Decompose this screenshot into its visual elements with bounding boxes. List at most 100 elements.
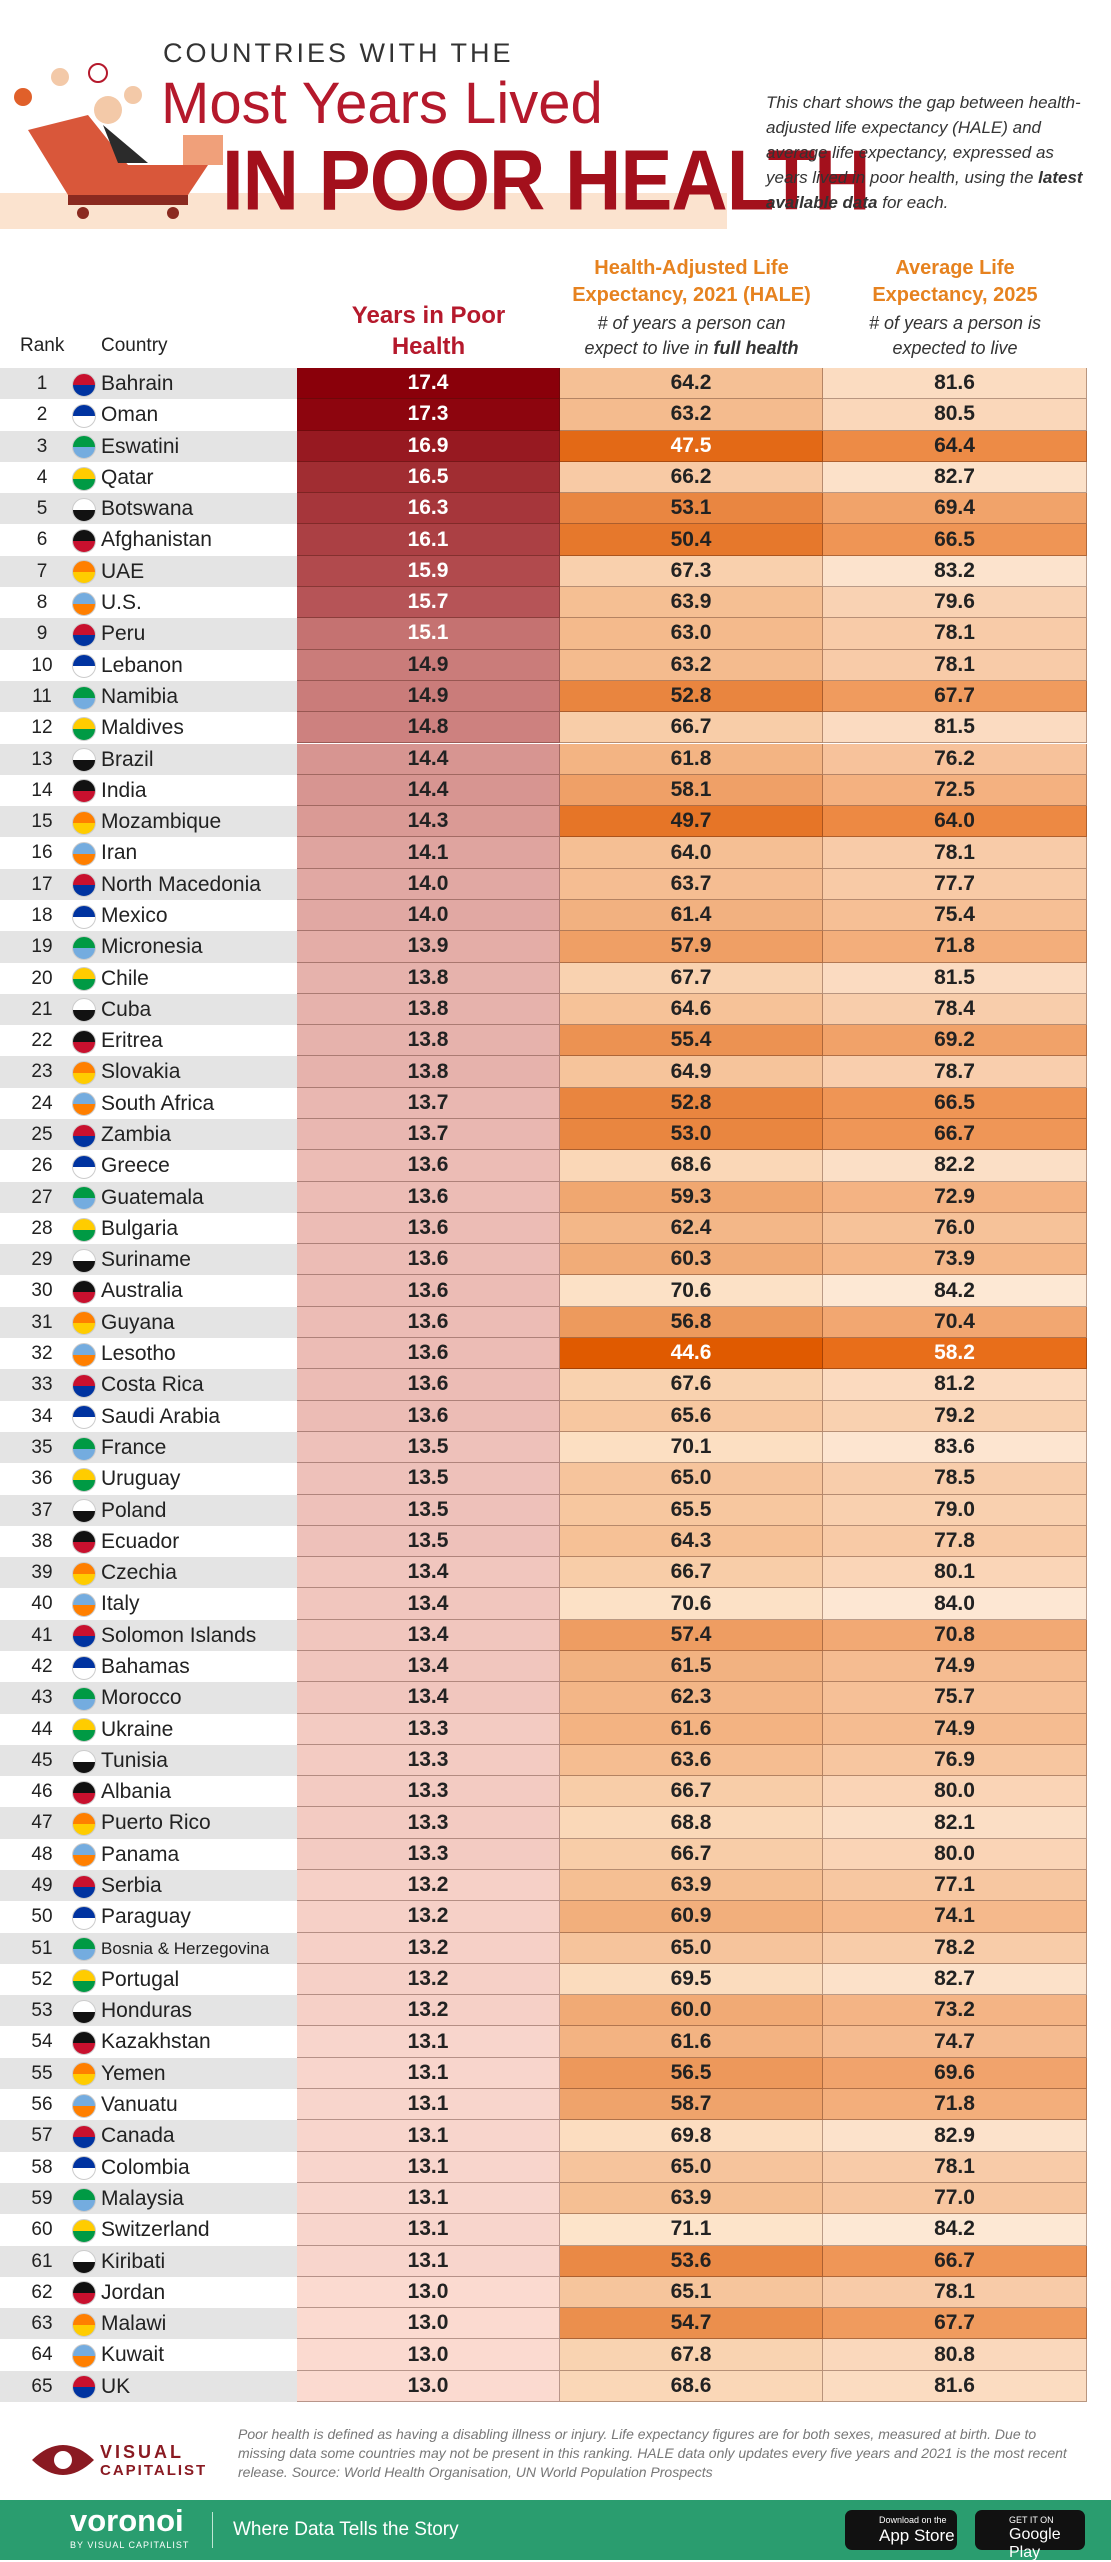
flag bbox=[72, 2125, 96, 2149]
value-cell: 16.1 bbox=[297, 524, 560, 556]
logo-text: CAPITALIST bbox=[100, 2462, 208, 2479]
row-background bbox=[0, 1744, 297, 1777]
value-cell: 80.5 bbox=[823, 399, 1087, 431]
row-background bbox=[0, 1212, 297, 1245]
flag bbox=[72, 622, 96, 647]
value-cell: 13.4 bbox=[297, 1650, 560, 1683]
value-cell: 13.7 bbox=[297, 1119, 560, 1151]
country: Czechia bbox=[101, 1561, 177, 1585]
value-cell: 13.2 bbox=[297, 1932, 560, 1964]
rank: 55 bbox=[31, 2062, 53, 2084]
rank: 19 bbox=[31, 936, 53, 958]
rank: 1 bbox=[36, 373, 48, 394]
country: Afghanistan bbox=[101, 528, 212, 552]
flag bbox=[72, 685, 96, 710]
value-cell: 13.5 bbox=[297, 1494, 560, 1526]
row-background bbox=[0, 712, 297, 744]
flag bbox=[72, 716, 96, 741]
country: Chile bbox=[101, 966, 149, 990]
flag bbox=[72, 904, 96, 929]
row-background bbox=[0, 1682, 297, 1714]
value-cell: 58.7 bbox=[560, 2089, 823, 2121]
value-cell: 49.7 bbox=[560, 806, 823, 838]
country: Guatemala bbox=[101, 1185, 204, 1209]
row-background bbox=[0, 1776, 297, 1808]
flag bbox=[72, 1280, 96, 1305]
col-country: Country bbox=[101, 335, 168, 356]
col-poor: Years in Poor Health bbox=[351, 302, 506, 360]
row-background bbox=[0, 1588, 297, 1620]
value-cell: 79.0 bbox=[823, 1494, 1087, 1526]
rank: 8 bbox=[36, 592, 48, 614]
country: Kazakhstan bbox=[101, 2030, 211, 2054]
value-cell: 13.2 bbox=[297, 1901, 560, 1933]
value-cell: 13.4 bbox=[297, 1588, 560, 1620]
value-cell: 70.6 bbox=[560, 1275, 823, 1307]
rank: 15 bbox=[31, 811, 53, 833]
value-cell: 66.5 bbox=[823, 1087, 1087, 1119]
value-cell: 53.1 bbox=[560, 493, 823, 525]
rank: 63 bbox=[31, 2313, 53, 2335]
row-background bbox=[0, 2151, 297, 2183]
rank: 24 bbox=[31, 1092, 53, 1114]
country: Switzerland bbox=[101, 2218, 210, 2242]
value-cell: 13.6 bbox=[297, 1212, 560, 1245]
row-background bbox=[0, 899, 297, 932]
country: Canada bbox=[101, 2124, 175, 2148]
value-cell: 13.5 bbox=[297, 1525, 560, 1558]
value-cell: 64.3 bbox=[560, 1525, 823, 1558]
country: Bahrain bbox=[101, 372, 174, 395]
value-cell: 77.1 bbox=[823, 1870, 1087, 1902]
value-cell: 77.7 bbox=[823, 868, 1087, 900]
value-cell: 13.5 bbox=[297, 1463, 560, 1495]
flag bbox=[72, 1843, 96, 1868]
value-cell: 82.7 bbox=[823, 1963, 1087, 1996]
country: Yemen bbox=[101, 2061, 166, 2085]
flag bbox=[72, 2344, 96, 2369]
row-background bbox=[0, 868, 297, 900]
row-background bbox=[0, 1306, 297, 1339]
value-cell: 67.7 bbox=[823, 2308, 1087, 2340]
rank: 33 bbox=[31, 1374, 53, 1396]
country: Lebanon bbox=[101, 653, 183, 677]
value-cell: 13.4 bbox=[297, 1619, 560, 1651]
value-cell: 16.5 bbox=[297, 461, 560, 494]
app-store-badge[interactable]: Download on the App Store bbox=[845, 2510, 957, 2550]
brand: voronoi bbox=[70, 2503, 184, 2538]
flag bbox=[72, 967, 96, 992]
row-background bbox=[0, 680, 297, 713]
value-cell: 84.0 bbox=[823, 1588, 1087, 1620]
flag bbox=[72, 1968, 96, 1993]
value-cell: 62.3 bbox=[560, 1682, 823, 1714]
value-cell: 13.1 bbox=[297, 2214, 560, 2246]
value-cell: 13.6 bbox=[297, 1244, 560, 1276]
rank: 40 bbox=[31, 1593, 53, 1615]
rank: 50 bbox=[31, 1906, 53, 1928]
country: Serbia bbox=[101, 1874, 162, 1898]
country: Australia bbox=[101, 1279, 183, 1303]
value-cell: 55.4 bbox=[560, 1025, 823, 1057]
flag bbox=[72, 591, 96, 616]
value-cell: 14.0 bbox=[297, 899, 560, 932]
value-cell: 78.4 bbox=[823, 993, 1087, 1026]
tagline: Where Data Tells the Story bbox=[233, 2519, 459, 2540]
flag bbox=[72, 466, 96, 491]
country: Oman bbox=[101, 403, 159, 427]
rank: 43 bbox=[31, 1687, 53, 1709]
play-badge[interactable]: GET IT ON Google Play bbox=[975, 2510, 1085, 2561]
value-cell: 65.1 bbox=[560, 2276, 823, 2309]
rank: 20 bbox=[31, 967, 53, 989]
flag bbox=[72, 1718, 96, 1743]
row-background bbox=[0, 2370, 297, 2402]
country: Portugal bbox=[101, 1967, 180, 1991]
rank: 9 bbox=[36, 623, 48, 645]
country: Slovakia bbox=[101, 1060, 181, 1084]
value-cell: 80.0 bbox=[823, 1838, 1087, 1871]
flag bbox=[72, 1624, 96, 1649]
country: Botswana bbox=[101, 497, 194, 521]
rank: 42 bbox=[31, 1655, 53, 1677]
value-cell: 78.1 bbox=[823, 2276, 1087, 2309]
title-big: IN POOR HEALTH bbox=[222, 131, 871, 229]
value-cell: 53.6 bbox=[560, 2245, 823, 2277]
rank: 21 bbox=[31, 998, 53, 1020]
